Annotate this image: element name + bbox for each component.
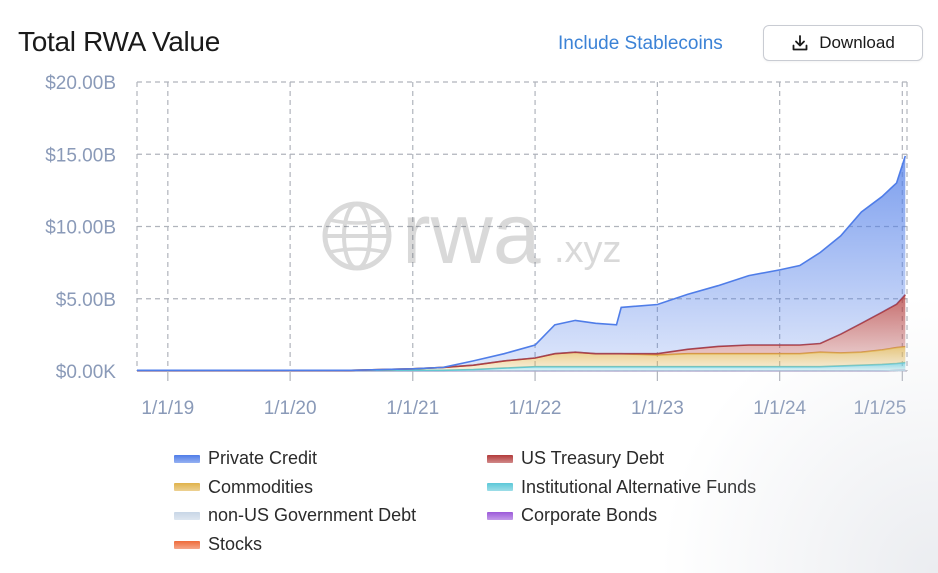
legend-swatch <box>174 454 200 463</box>
y-axis: $0.00K $5.00B $10.00B $15.00B $20.00B <box>45 73 116 383</box>
x-tick-label: 1/1/25 <box>853 398 906 419</box>
area-series <box>137 155 907 372</box>
x-axis: 1/1/19 1/1/20 1/1/21 1/1/22 1/1/23 1/1/24 1/1/… <box>141 371 906 419</box>
legend-swatch <box>174 540 200 549</box>
legend-swatch <box>487 511 513 520</box>
area-institutional-alternative-funds <box>137 362 906 371</box>
x-tick-label: 1/1/19 <box>141 398 194 419</box>
download-label: Download <box>819 33 895 52</box>
y-tick-label: $0.00K <box>56 362 117 383</box>
area-us-treasury-debt <box>137 294 906 371</box>
legend-label: Stocks <box>208 534 263 555</box>
chart-header: Total RWA Value Include Stablecoins Down… <box>0 0 938 80</box>
legend-item-stocks[interactable]: Stocks <box>174 534 262 555</box>
x-tick-label: 1/1/21 <box>386 398 439 419</box>
rwa-area-chart: rwa .xyz $0.00K $5.00B $10.00B $15.00B $20.0… <box>45 73 908 419</box>
legend-label: Institutional Alternative Funds <box>521 476 757 497</box>
legend-swatch <box>487 483 513 492</box>
legend-item-us-treasury-debt[interactable]: US Treasury Debt <box>487 448 664 469</box>
download-icon <box>791 34 809 52</box>
rwa-watermark: rwa .xyz <box>322 186 622 282</box>
watermark-text: rwa <box>402 186 541 282</box>
watermark-suffix: .xyz <box>554 229 622 271</box>
legend-item-corporate-bonds[interactable]: Corporate Bonds <box>487 505 657 526</box>
x-tick-label: 1/1/23 <box>631 398 684 419</box>
download-button[interactable]: Download <box>763 25 923 61</box>
legend-label: US Treasury Debt <box>521 448 665 468</box>
area-private-credit <box>137 156 906 371</box>
legend-item-institutional-alternative-funds[interactable]: Institutional Alternative Funds <box>487 477 756 498</box>
y-tick-label: $5.00B <box>56 290 116 311</box>
include-stablecoins-toggle[interactable]: Include Stablecoins <box>558 33 723 54</box>
legend-swatch <box>174 511 200 520</box>
y-tick-label: $10.00B <box>45 218 116 239</box>
y-tick-label: $15.00B <box>45 145 116 166</box>
x-tick-label: 1/1/20 <box>264 398 317 419</box>
area-commodities <box>137 346 906 371</box>
globe-icon <box>322 201 392 271</box>
legend-item-private-credit[interactable]: Private Credit <box>174 448 317 469</box>
legend-swatch <box>487 454 513 463</box>
legend-label: Commodities <box>208 476 314 497</box>
y-tick-label: $20.00B <box>45 73 116 94</box>
legend-label: Private Credit <box>208 448 318 468</box>
x-tick-label: 1/1/24 <box>753 398 806 419</box>
line-private-credit <box>137 155 907 372</box>
legend-swatch <box>174 483 200 492</box>
legend-label: Corporate Bonds <box>521 505 658 526</box>
legend-label: non-US Government Debt <box>208 505 417 526</box>
legend-item-commodities[interactable]: Commodities <box>174 477 313 498</box>
page-title: Total RWA Value <box>18 26 220 57</box>
x-tick-label: 1/1/22 <box>509 398 562 419</box>
legend-item-non-us-government-debt[interactable]: non-US Government Debt <box>174 505 416 526</box>
